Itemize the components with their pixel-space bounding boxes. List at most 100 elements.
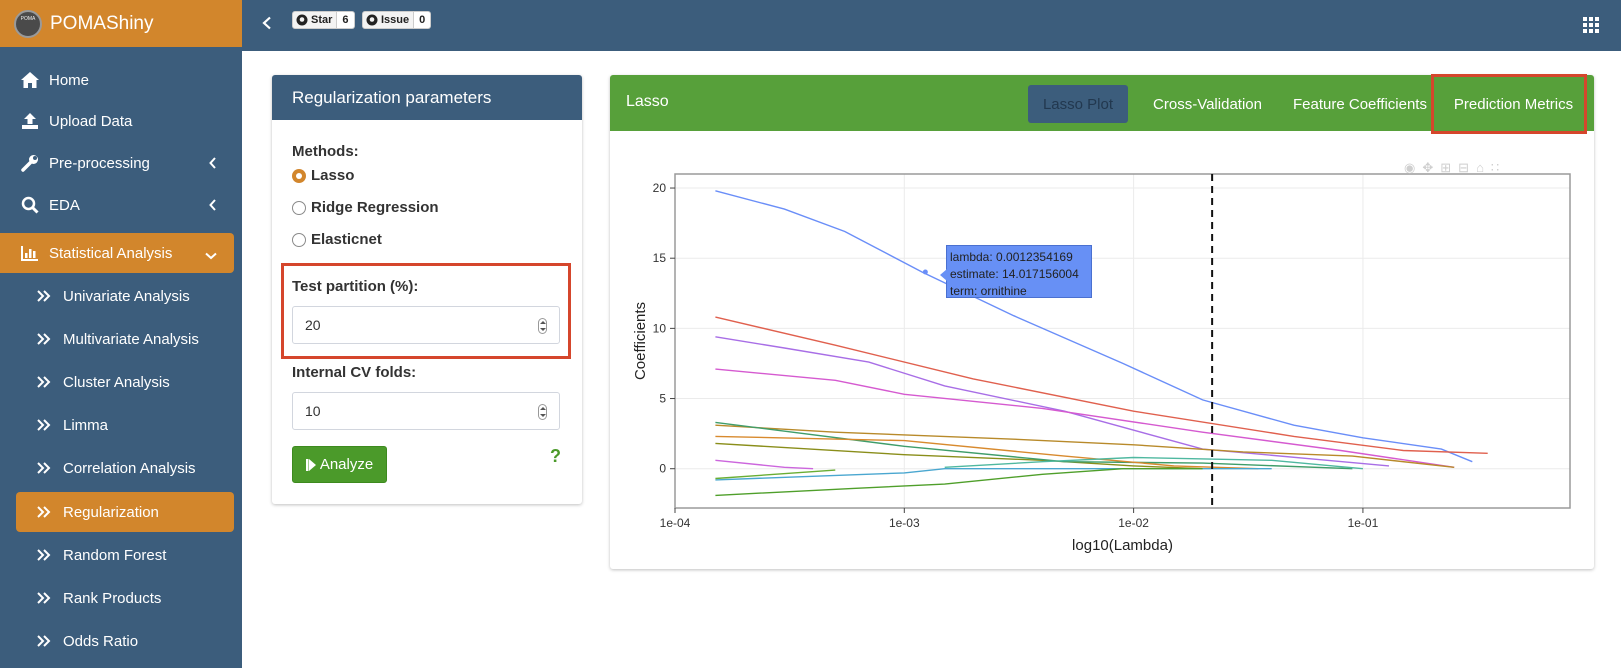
double-chevron-right-icon [37, 635, 51, 647]
brand-bar[interactable]: POMA POMAShiny [0, 0, 242, 47]
sidebar-subitem-odds-ratio[interactable]: Odds Ratio [16, 621, 234, 661]
coefficient-line-8 [715, 435, 1259, 470]
sidebar-subitem-label: Odds Ratio [63, 632, 139, 650]
x-tick-label: 1e-03 [889, 516, 920, 530]
github-issue-button[interactable]: Issue 0 [362, 11, 432, 29]
github-icon [366, 14, 378, 26]
coefficient-line-3 [715, 336, 1390, 467]
test-partition-value: 20 [305, 317, 321, 333]
sidebar-subitem-univariate-analysis[interactable]: Univariate Analysis [16, 276, 234, 316]
y-tick-label: 20 [653, 181, 667, 195]
pan-icon[interactable]: ✥ [1422, 160, 1434, 175]
hover-tooltip: lambda: 0.0012354169 estimate: 14.017156… [940, 245, 1092, 298]
double-chevron-right-icon [37, 549, 51, 561]
github-star-count: 6 [337, 11, 355, 29]
double-chevron-right-icon [37, 506, 51, 518]
double-chevron-right-icon [37, 290, 51, 302]
coefficient-line-7 [715, 421, 1353, 470]
regularization-parameters-panel: Regularization parameters Methods: Lasso… [272, 75, 582, 504]
wrench-icon [19, 154, 41, 172]
bar-chart-icon [19, 245, 41, 261]
github-icon [296, 14, 308, 26]
github-star-button[interactable]: Star 6 [292, 11, 355, 29]
sidebar-item-pre-processing[interactable]: Pre-processing [0, 143, 242, 183]
radio-unchecked-icon [292, 232, 306, 247]
sidebar-subitem-cluster-analysis[interactable]: Cluster Analysis [16, 362, 234, 402]
x-tick-label: 1e-02 [1118, 516, 1149, 530]
app-title: POMAShiny [50, 12, 154, 34]
test-partition-input[interactable]: 20 [292, 306, 560, 344]
zoom-in-icon[interactable]: ⊞ [1440, 160, 1452, 175]
sidebar-subitem-rank-products[interactable]: Rank Products [16, 578, 234, 618]
sidebar-item-label: Home [49, 71, 90, 89]
autoscale-icon[interactable]: ∷ [1490, 160, 1500, 175]
sidebar-subitem-limma[interactable]: Limma [16, 405, 234, 445]
panel-title: Regularization parameters [272, 75, 582, 120]
tooltip-line-term: term: ornithine [950, 284, 1027, 298]
sidebar-subitem-regularization[interactable]: Regularization [16, 492, 234, 532]
sidebar-item-label: Pre-processing [49, 154, 150, 172]
sidebar-subitem-label: Univariate Analysis [63, 287, 190, 305]
upload-icon [19, 112, 41, 130]
coefficient-line-13 [715, 459, 814, 470]
radio-label: Elasticnet [311, 231, 382, 248]
step-forward-icon [305, 458, 316, 471]
spinner-icon[interactable] [538, 318, 547, 334]
cv-folds-input[interactable]: 10 [292, 392, 560, 430]
github-issue-count: 0 [414, 11, 432, 29]
home-reset-icon[interactable]: ⌂ [1476, 160, 1484, 175]
camera-icon[interactable]: ◉ [1404, 160, 1416, 175]
coefficient-line-11 [715, 468, 1203, 497]
chevron-down-icon [205, 247, 217, 264]
home-icon [19, 71, 41, 89]
tab-feature-coefficients[interactable]: Feature Coefficients [1293, 95, 1427, 113]
plot-modebar: ◉ ✥ ⊞ ⊟ ⌂ ∷ [1404, 160, 1499, 176]
sidebar-toggle-chevron-left-icon[interactable] [262, 16, 272, 35]
lasso-coefficient-plot[interactable]: 1e-04 1e-03 1e-02 1e-01 0 5 10 15 20 log10(Lambda… [615, 152, 1575, 562]
sidebar: POMA POMAShiny Home Upload Data Pre-proc… [0, 0, 242, 668]
y-tick-label: 15 [653, 251, 667, 265]
tab-lasso-plot[interactable]: Lasso Plot [1028, 85, 1128, 123]
sidebar-item-upload-data[interactable]: Upload Data [0, 101, 242, 141]
sidebar-item-label: Upload Data [49, 112, 133, 130]
y-tick-label: 0 [659, 462, 666, 476]
sidebar-item-eda[interactable]: EDA [0, 185, 242, 225]
coefficient-line-1 [715, 190, 1473, 463]
x-tick-label: 1e-04 [660, 516, 691, 530]
methods-label: Methods: [292, 143, 359, 160]
y-tick-label: 5 [659, 392, 666, 406]
tab-prediction-metrics[interactable]: Prediction Metrics [1453, 95, 1574, 113]
lasso-results-panel: Lasso Lasso Plot Cross-Validation Featur… [610, 75, 1594, 569]
analyze-button[interactable]: Analyze [292, 446, 387, 483]
zoom-out-icon[interactable]: ⊟ [1458, 160, 1470, 175]
radio-elasticnet[interactable]: Elasticnet [292, 231, 382, 248]
radio-label: Lasso [311, 167, 355, 184]
sidebar-subitem-label: Correlation Analysis [63, 459, 196, 477]
highlight-box-test-partition [281, 263, 571, 359]
radio-ridge-regression[interactable]: Ridge Regression [292, 199, 439, 216]
sidebar-item-statistical-analysis[interactable]: Statistical Analysis [0, 233, 234, 273]
help-icon[interactable]: ? [550, 446, 561, 466]
double-chevron-right-icon [37, 462, 51, 474]
coefficient-line-12 [715, 469, 836, 480]
tab-cross-validation[interactable]: Cross-Validation [1153, 95, 1262, 113]
sidebar-subitem-multivariate-analysis[interactable]: Multivariate Analysis [16, 319, 234, 359]
coefficient-line-5 [715, 424, 1455, 468]
sidebar-subitem-correlation-analysis[interactable]: Correlation Analysis [16, 448, 234, 488]
sidebar-subitem-label: Limma [63, 416, 109, 434]
sidebar-subitem-label: Rank Products [63, 589, 162, 607]
github-issue-label: Issue [381, 14, 410, 26]
radio-lasso[interactable]: Lasso [292, 167, 354, 184]
sidebar-subitem-label: Multivariate Analysis [63, 330, 199, 348]
search-icon [19, 196, 41, 214]
tooltip-line-estimate: estimate: 14.017156004 [950, 267, 1079, 281]
spinner-icon[interactable] [538, 404, 547, 420]
radio-label: Ridge Regression [311, 199, 439, 216]
sidebar-subitem-label: Cluster Analysis [63, 373, 170, 391]
chevron-left-icon [209, 198, 217, 215]
sidebar-item-home[interactable]: Home [0, 60, 242, 100]
double-chevron-right-icon [37, 592, 51, 604]
apps-grid-icon[interactable] [1583, 17, 1599, 38]
radio-checked-icon [292, 168, 306, 183]
sidebar-subitem-random-forest[interactable]: Random Forest [16, 535, 234, 575]
